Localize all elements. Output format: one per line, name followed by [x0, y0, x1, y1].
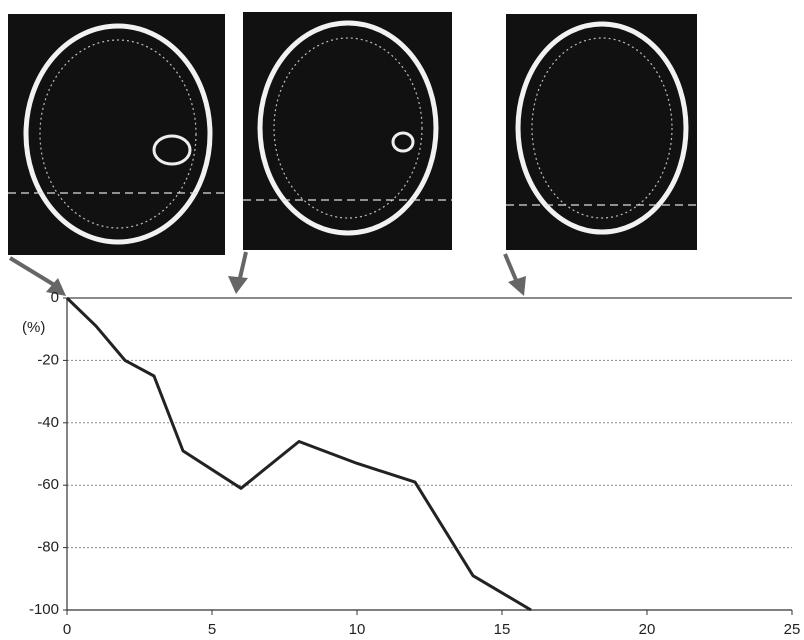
arrow-head — [508, 276, 526, 296]
scan-image — [243, 12, 452, 250]
y-tick-label: -20 — [37, 351, 59, 368]
x-tick-label: 0 — [63, 621, 71, 638]
scan-image — [506, 14, 697, 250]
arrows — [10, 252, 526, 296]
y-axis-label: (%) — [22, 319, 45, 336]
y-tick-label: 0 — [51, 289, 59, 306]
scan-image — [8, 14, 225, 255]
data-line — [67, 298, 531, 610]
arrow — [240, 252, 246, 278]
x-tick-label: 20 — [639, 621, 656, 638]
arrow-head — [228, 276, 248, 294]
x-tick-label: 15 — [494, 621, 511, 638]
x-tick-label: 25 — [784, 621, 801, 638]
x-tick-label: 5 — [208, 621, 216, 638]
x-tick-label: 10 — [349, 621, 366, 638]
scan-images — [8, 12, 697, 255]
arrow — [505, 254, 516, 280]
y-tick-label: -80 — [37, 539, 59, 556]
y-tick-label: -60 — [37, 476, 59, 493]
arrow — [10, 258, 56, 286]
chart: (%) 0-20-40-60-80-1000510152025 — [0, 0, 804, 640]
y-tick-label: -40 — [37, 414, 59, 431]
y-tick-label: -100 — [29, 601, 59, 618]
